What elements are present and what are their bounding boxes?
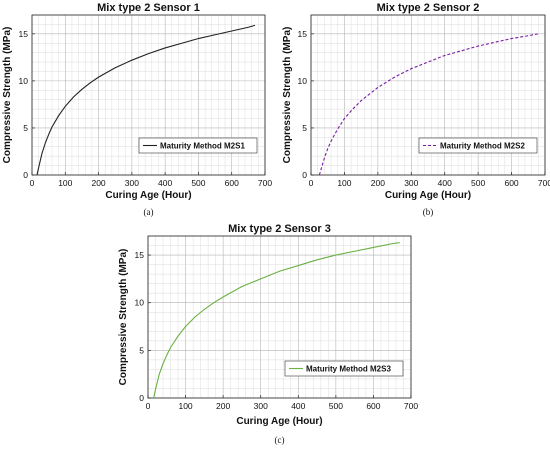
x-tick-label: 600 [504, 178, 518, 188]
x-tick-label: 500 [329, 401, 343, 411]
x-tick-label: 400 [291, 401, 305, 411]
legend: Maturity Method M2S3 [284, 360, 404, 377]
x-tick-label: 300 [125, 178, 139, 188]
x-tick-label: 100 [337, 178, 351, 188]
x-tick-label: 200 [371, 178, 385, 188]
x-tick-label: 700 [538, 178, 550, 188]
chart-title: Mix type 2 Sensor 3 [228, 223, 331, 235]
panel-caption: (c) [275, 435, 285, 445]
y-axis-label: Compressive Strength (MPa) [2, 27, 13, 164]
legend-box [418, 137, 538, 154]
legend-box [284, 360, 404, 377]
x-tick-label: 0 [309, 178, 314, 188]
x-tick-label: 500 [471, 178, 485, 188]
series-line-1 [318, 33, 539, 176]
x-tick-label: 700 [404, 401, 418, 411]
y-tick-label: 15 [19, 29, 29, 39]
x-tick-label: 100 [58, 178, 72, 188]
series-line-1 [36, 24, 256, 176]
chart-panel-3: 0 100 200 300 400 500 600 700 0 5 10 15 Mix type 2 S… [118, 223, 418, 445]
axes-frame [310, 14, 546, 176]
y-tick-label: 5 [139, 345, 144, 355]
y-tick-label: 5 [302, 123, 307, 133]
x-tick-label: 0 [30, 178, 35, 188]
axes-frame [31, 14, 266, 176]
y-tick-label: 10 [19, 76, 29, 86]
x-axis-label: Curing Age (Hour) [385, 190, 471, 201]
y-tick-label: 15 [298, 29, 308, 39]
x-tick-label: 200 [91, 178, 105, 188]
legend: Maturity Method M2S2 [418, 137, 538, 154]
x-tick-label: 600 [225, 178, 239, 188]
x-axis-label: Curing Age (Hour) [236, 416, 322, 427]
legend-label: Maturity Method M2S2 [440, 142, 525, 151]
y-tick-label: 0 [302, 170, 307, 180]
panel-caption: (a) [144, 207, 154, 217]
x-axis-label: Curing Age (Hour) [105, 190, 191, 201]
legend-label: Maturity Method M2S3 [306, 365, 391, 374]
chart-title: Mix type 2 Sensor 1 [97, 2, 200, 14]
x-tick-label: 700 [258, 178, 272, 188]
y-tick-label: 15 [135, 250, 145, 260]
legend-label: Maturity Method M2S1 [160, 142, 245, 151]
y-axis-label: Compressive Strength (MPa) [118, 249, 129, 386]
y-tick-label: 0 [139, 393, 144, 403]
x-tick-label: 300 [404, 178, 418, 188]
axes-frame [147, 235, 412, 399]
panel-caption: (b) [423, 207, 434, 217]
x-tick-label: 400 [438, 178, 452, 188]
chart-panel-1: 0 100 200 300 400 500 600 700 0 5 10 15 Mix type 2 S… [2, 2, 272, 217]
legend-box [138, 137, 258, 154]
y-tick-label: 5 [23, 123, 28, 133]
chart-panel-2: 0 100 200 300 400 500 600 700 0 5 10 15 Mix type 2 S… [282, 2, 550, 217]
x-tick-label: 100 [178, 401, 192, 411]
y-tick-label: 10 [298, 76, 308, 86]
y-tick-label: 0 [23, 170, 28, 180]
x-tick-label: 300 [254, 401, 268, 411]
y-axis-label: Compressive Strength (MPa) [282, 27, 293, 164]
x-tick-label: 500 [191, 178, 205, 188]
y-tick-label: 10 [135, 298, 145, 308]
x-tick-label: 400 [158, 178, 172, 188]
legend: Maturity Method M2S1 [138, 137, 258, 154]
x-tick-label: 200 [216, 401, 230, 411]
x-tick-label: 600 [366, 401, 380, 411]
x-tick-label: 0 [146, 401, 151, 411]
series-line-1 [153, 242, 400, 399]
chart-title: Mix type 2 Sensor 2 [377, 2, 480, 14]
